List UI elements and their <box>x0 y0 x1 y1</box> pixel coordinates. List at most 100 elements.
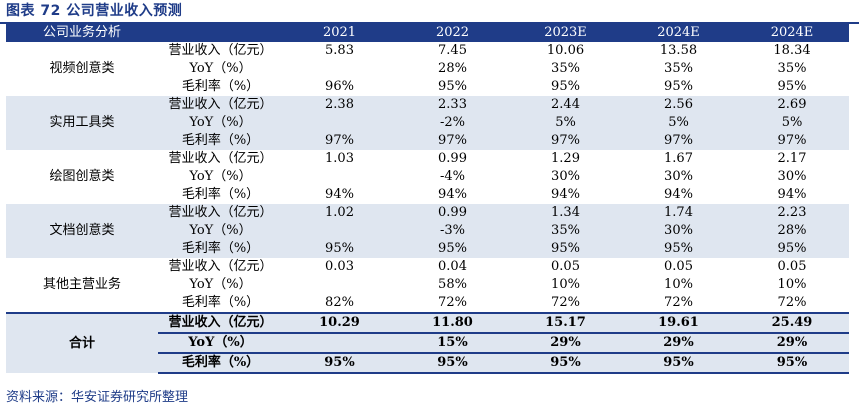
table-cell: 0.04 <box>438 259 467 274</box>
table-cell: 97% <box>509 132 622 150</box>
table-cell: 95% <box>396 352 509 374</box>
table-cell <box>283 60 396 78</box>
table-cell: 95% <box>551 79 580 94</box>
table-cell: 82% <box>325 295 354 310</box>
table-cell: 0.03 <box>325 259 354 274</box>
table-row: 毛利率（%） 94% 94% 94% 94% 94% <box>6 186 849 204</box>
table-cell: 0.05 <box>551 259 580 274</box>
table-cell: 72% <box>551 295 580 310</box>
table-cell: 72% <box>438 295 467 310</box>
table-cell: 2.23 <box>735 204 849 222</box>
table-cell: 72% <box>777 295 807 310</box>
table-row: 毛利率（%） 95% 95% 95% 95% 95% <box>6 352 849 374</box>
forecast-table: 公司业务分析 2021 2022 2023E 2024E 2024E 视频创意类… <box>6 24 849 374</box>
metric-label: 毛利率（%） <box>158 132 283 150</box>
metric-label: 营业收入（亿元） <box>168 43 273 58</box>
table-cell: 97% <box>283 132 396 150</box>
table-row: YoY（%） -2% 5% 5% 5% <box>6 114 849 132</box>
table-cell: 25.49 <box>735 312 849 333</box>
header-year: 2024E <box>622 24 735 42</box>
table-cell: 30% <box>622 222 735 240</box>
table-cell: 5% <box>735 114 849 132</box>
header-row: 公司业务分析 2021 2022 2023E 2024E 2024E <box>6 24 849 42</box>
table-cell: 0.05 <box>664 259 693 274</box>
table-row: YoY（%） -4% 30% 30% 30% <box>6 168 849 186</box>
segment-group: 视频创意类 营业收入（亿元） 5.83 7.45 10.06 13.58 18.34 YoY（… <box>6 42 849 96</box>
metric-label: 营业收入（亿元） <box>158 312 283 333</box>
table-cell: 0.99 <box>438 151 467 166</box>
table-row: 视频创意类 营业收入（亿元） 5.83 7.45 10.06 13.58 18.34 <box>6 42 849 76</box>
metric-label: 毛利率（%） <box>158 352 283 374</box>
table-cell: 7.45 <box>438 43 467 58</box>
table-cell: 1.03 <box>325 151 354 166</box>
total-label: 合计 <box>6 312 158 373</box>
metric-label: YoY（%） <box>158 114 283 132</box>
table-cell: 94% <box>551 187 580 202</box>
table-cell: 94% <box>325 187 354 202</box>
table-cell: 1.29 <box>551 151 580 166</box>
table-cell: 95% <box>438 79 467 94</box>
table-cell: 2.33 <box>396 96 509 114</box>
metric-label: YoY（%） <box>158 332 283 353</box>
total-group: 合计 营业收入（亿元） 10.29 11.80 15.17 19.61 25.49 YoY（%… <box>6 312 849 374</box>
table-cell: -3% <box>396 222 509 240</box>
table-cell: 1.67 <box>664 151 693 166</box>
table-cell: 94% <box>664 187 693 202</box>
table-cell: 94% <box>438 187 467 202</box>
table-cell: 2.56 <box>622 96 735 114</box>
table-cell: -4% <box>439 169 466 184</box>
table-cell: 72% <box>664 295 693 310</box>
metric-label: YoY（%） <box>189 61 252 76</box>
segment-group: 绘图创意类 营业收入（亿元） 1.03 0.99 1.29 1.67 2.17 YoY（%） -… <box>6 150 849 204</box>
table-cell: 35% <box>509 222 622 240</box>
table-cell: 0.99 <box>396 204 509 222</box>
table-cell: 95% <box>509 352 622 374</box>
metric-label: 营业收入（亿元） <box>168 151 273 166</box>
table-cell: 2.17 <box>777 151 807 166</box>
metric-label: 营业收入（亿元） <box>168 259 273 274</box>
table-cell: 15.17 <box>509 312 622 333</box>
table-cell: 0.05 <box>777 259 807 274</box>
table-cell: 95% <box>735 352 849 374</box>
metric-label: 毛利率（%） <box>181 79 260 94</box>
figure-title: 图表 72 公司营业收入预测 <box>6 3 183 19</box>
table-row: 文档创意类 营业收入（亿元） 1.02 0.99 1.34 1.74 2.23 <box>6 204 849 258</box>
table-cell: 15% <box>396 332 509 353</box>
table-cell: -2% <box>396 114 509 132</box>
table-cell: 1.02 <box>283 204 396 222</box>
table-cell: 97% <box>622 132 735 150</box>
table-row: YoY（%） 15% 29% 29% 29% <box>6 332 849 353</box>
table-cell: 35% <box>664 61 693 76</box>
table-cell <box>283 222 396 240</box>
metric-label: YoY（%） <box>189 277 252 292</box>
segment-name: 其他主营业务 <box>42 277 121 292</box>
table-cell: 10.06 <box>546 43 585 58</box>
table-row: 毛利率（%） 96% 95% 95% 95% 95% <box>6 78 849 96</box>
title-divider <box>0 22 859 24</box>
table-cell: 30% <box>551 169 580 184</box>
source-note: 资料来源：华安证券研究所整理 <box>6 390 189 405</box>
metric-label: 营业收入（亿元） <box>158 96 283 114</box>
table-cell: 2.38 <box>283 96 396 114</box>
table-cell: 95% <box>622 352 735 374</box>
table-cell: 28% <box>438 61 467 76</box>
table-cell: 5.83 <box>325 43 354 58</box>
table-cell: 10% <box>777 277 807 292</box>
table-cell: 30% <box>664 169 693 184</box>
table-cell: 29% <box>509 332 622 353</box>
table-cell: 29% <box>735 332 849 353</box>
table-cell: 95% <box>622 240 735 258</box>
table-cell: 97% <box>735 132 849 150</box>
table-cell: 95% <box>283 352 396 374</box>
table-cell: 10% <box>664 277 693 292</box>
table-cell: 96% <box>325 79 354 94</box>
table-row: YoY（%） 28% 35% 35% 35% <box>6 60 849 78</box>
metric-label: 毛利率（%） <box>158 240 283 258</box>
metric-label: 毛利率（%） <box>181 187 260 202</box>
header-year: 2024E <box>735 24 849 42</box>
table-row: 毛利率（%） 97% 97% 97% 97% 97% <box>6 132 849 150</box>
table-cell: 10% <box>551 277 580 292</box>
segment-group: 其他主营业务 营业收入（亿元） 0.03 0.04 0.05 0.05 0.05 YoY（%）… <box>6 258 849 313</box>
metric-label: 毛利率（%） <box>181 295 260 310</box>
table-cell <box>283 276 396 294</box>
